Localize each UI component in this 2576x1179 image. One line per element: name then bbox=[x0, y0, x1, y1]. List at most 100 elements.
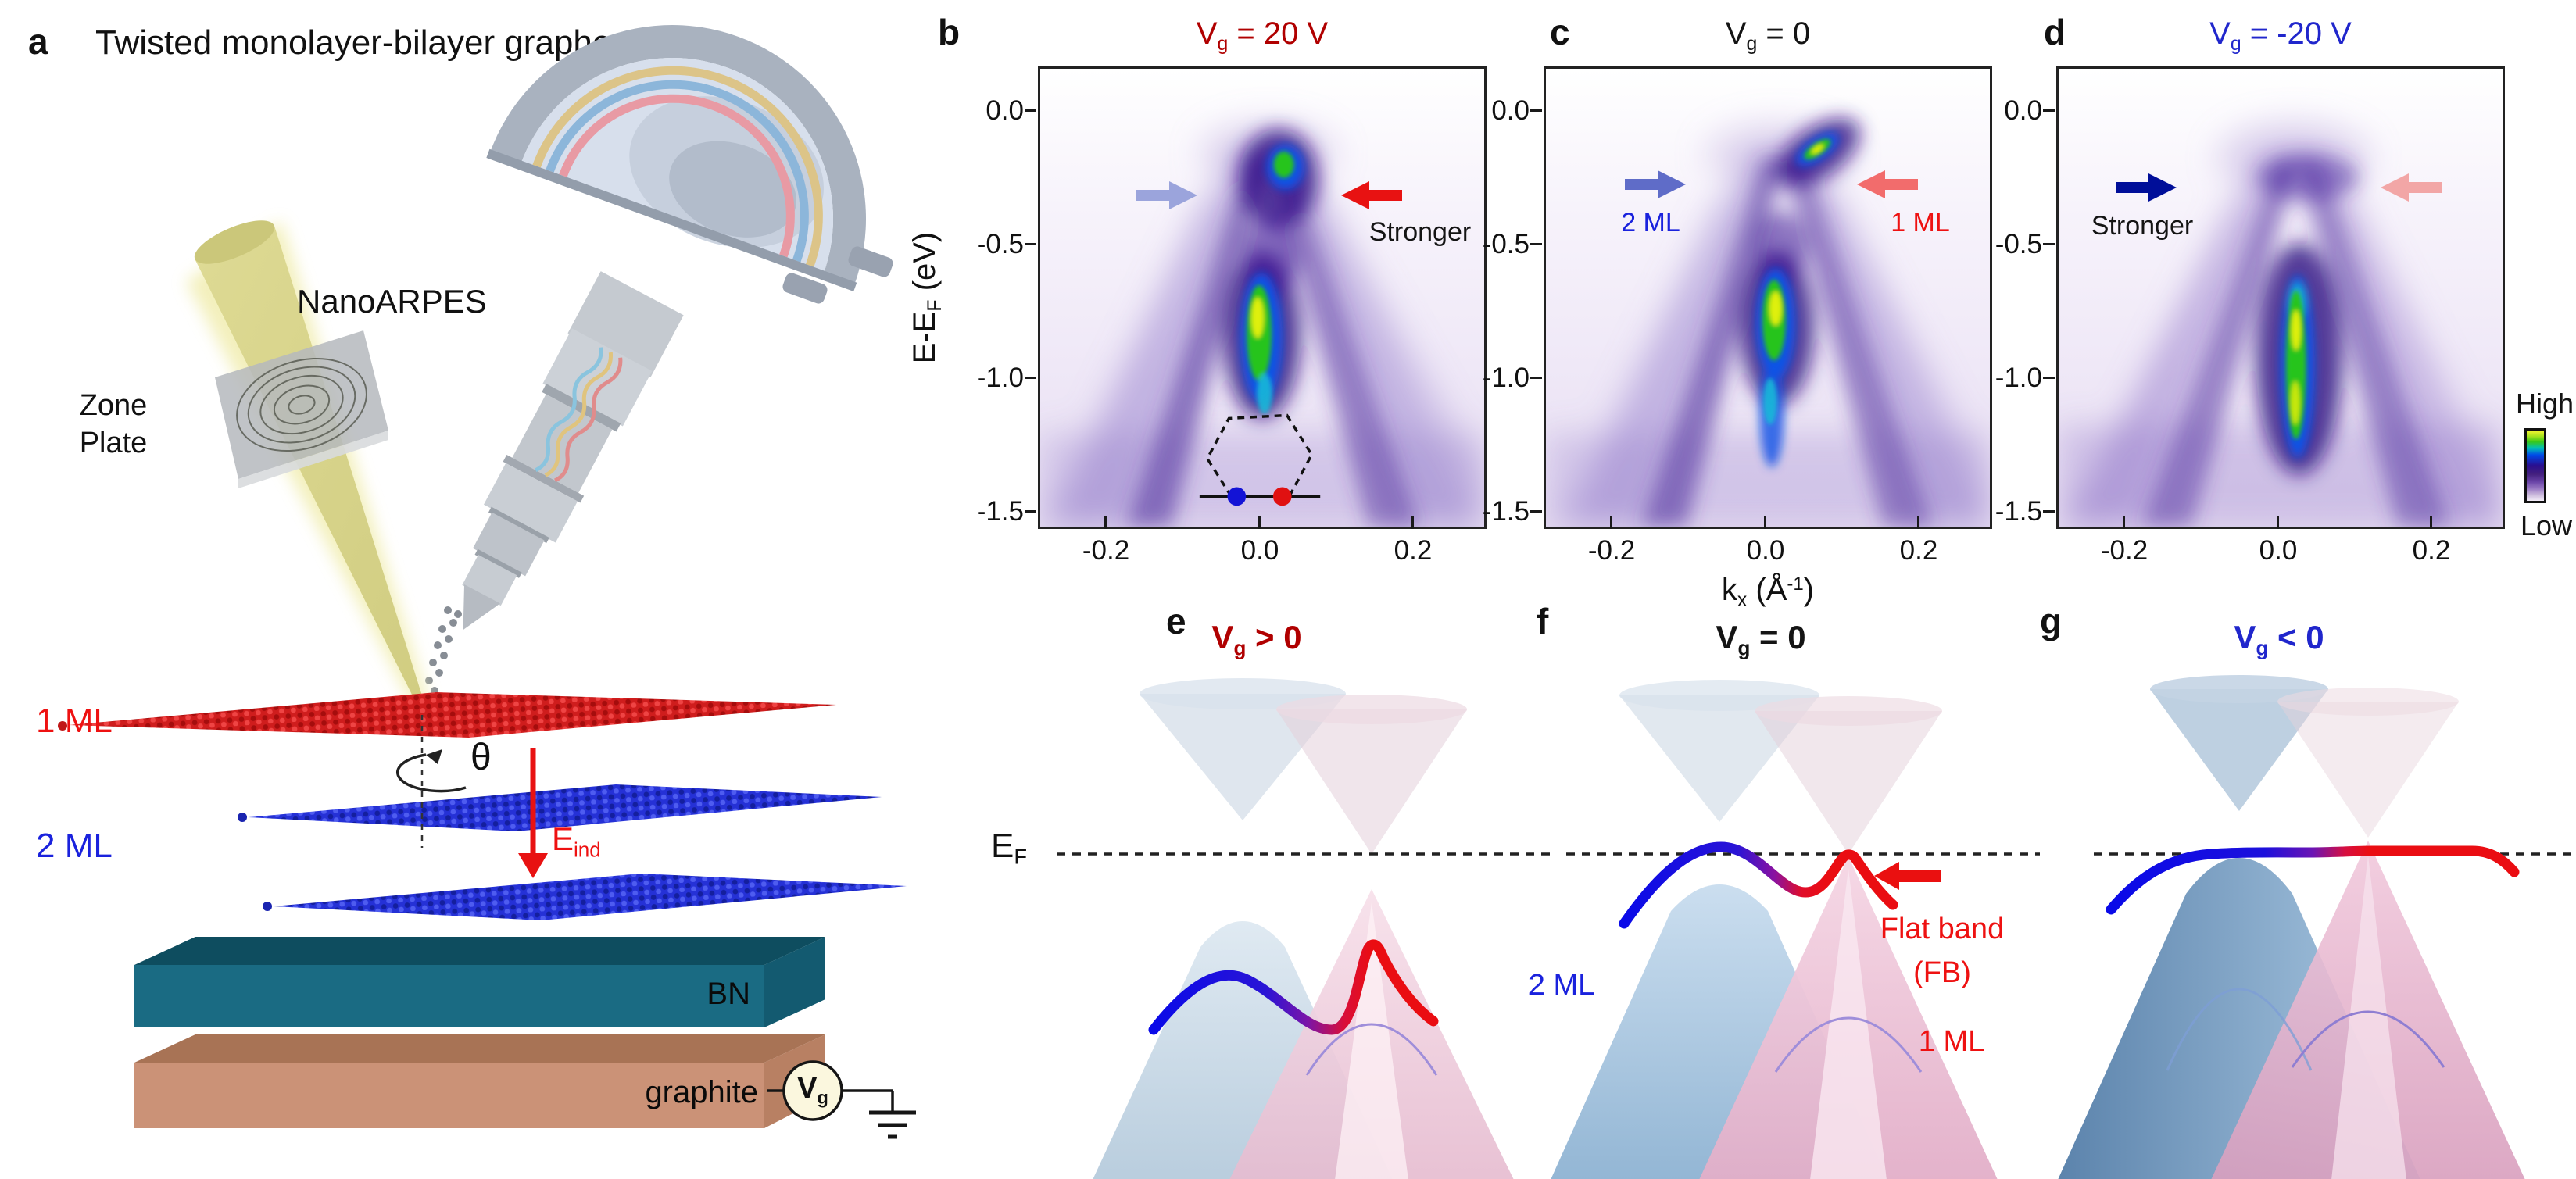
upper-cone-2ml bbox=[2150, 675, 2328, 811]
y-tick bbox=[1025, 377, 1036, 379]
x-axis-title: kx (Å-1) bbox=[1721, 573, 1815, 611]
panel-e-label: e bbox=[1166, 601, 1186, 641]
graphite-label: graphite bbox=[645, 1075, 758, 1109]
cone-diagram-e bbox=[1057, 678, 1554, 1179]
colorbar bbox=[2524, 428, 2546, 503]
zone-plate-label-1: Zone bbox=[79, 389, 148, 422]
panel-f-label: f bbox=[1537, 601, 1549, 641]
brillouin-zone-inset bbox=[1199, 413, 1321, 506]
colorbar-low-label: Low bbox=[2520, 509, 2573, 541]
y-axis-title: E-EF (eV) bbox=[907, 231, 946, 364]
analyzer-foot bbox=[782, 273, 828, 304]
x-tick bbox=[2277, 516, 2279, 529]
heatmap-d bbox=[2059, 69, 2503, 527]
twist-arrowhead bbox=[426, 749, 442, 764]
hybridized-band bbox=[1148, 939, 1439, 1035]
panel-f-title: Vg = 0 bbox=[1716, 619, 1806, 660]
x-tick bbox=[1764, 516, 1766, 529]
hemispherical-analyzer bbox=[486, 25, 866, 292]
panel-a-label: a bbox=[28, 21, 48, 62]
flat-band-label-1: Flat band bbox=[1880, 913, 2005, 945]
arpes-plot-b bbox=[1038, 66, 1487, 529]
twist-angle-label: θ bbox=[470, 737, 492, 778]
cone-highlight bbox=[1810, 869, 1887, 1179]
k-point-1ml-dot bbox=[1272, 487, 1292, 506]
analyzer-foot bbox=[848, 246, 893, 277]
gate-circuit bbox=[767, 1060, 916, 1139]
inner-band-line bbox=[1774, 1016, 1923, 1073]
x-tick-label: 0.0 bbox=[2259, 535, 2298, 566]
analyzer-stripe-red bbox=[559, 94, 795, 258]
monolayer-branch-label: 1 ML bbox=[1891, 208, 1950, 238]
y-tick bbox=[1025, 243, 1036, 245]
monolayer-branch-arrow bbox=[1857, 170, 1918, 198]
hybridized-band bbox=[1619, 841, 1898, 929]
x-tick-label: 0.2 bbox=[1394, 535, 1433, 566]
gate-voltage-label: Vg bbox=[797, 1072, 828, 1108]
x-tick-label: 0.0 bbox=[1746, 535, 1785, 566]
panel-a-title: Twisted monolayer-bilayer graphene bbox=[95, 23, 650, 62]
panel-c-title: Vg = 0 bbox=[1725, 16, 1811, 55]
photoelectron-dots bbox=[422, 606, 462, 702]
bilayer-branch-label: 2 ML bbox=[1621, 208, 1680, 238]
stronger-2ml-arrow bbox=[2116, 173, 2177, 202]
x-tick bbox=[1917, 516, 1919, 529]
nanoarpes-label: NanoARPES bbox=[297, 283, 487, 320]
y-tick-label: -1.0 bbox=[1482, 363, 1530, 393]
analyzer-stripe-blue bbox=[546, 80, 809, 263]
bn-slab bbox=[134, 937, 825, 1027]
panel-d-title: Vg = -20 V bbox=[2209, 16, 2352, 55]
panel-c-label: c bbox=[1550, 12, 1570, 52]
y-tick bbox=[1025, 510, 1036, 513]
inner-band-line-1ml bbox=[2291, 1010, 2445, 1068]
weaker-1ml-arrow bbox=[2381, 173, 2442, 202]
heatmap-b bbox=[1040, 69, 1484, 527]
graphene-2ml-sheet-bottom bbox=[263, 874, 907, 920]
k-point-2ml-dot bbox=[1227, 487, 1247, 506]
flat-band-arrow bbox=[1874, 862, 1941, 890]
xray-beam bbox=[195, 226, 425, 709]
bn-label: BN bbox=[707, 977, 750, 1011]
panel-g-title: Vg < 0 bbox=[2234, 619, 2324, 660]
y-tick-label: 0.0 bbox=[1491, 95, 1530, 126]
upper-cone-1ml bbox=[1755, 696, 1942, 854]
setup-schematic bbox=[58, 25, 916, 1139]
stronger-label: Stronger bbox=[2091, 211, 2194, 241]
monolayer-label: 1 ML bbox=[36, 702, 113, 740]
arpes-plot-c bbox=[1544, 66, 1992, 529]
hybridized-band bbox=[2106, 845, 2520, 915]
cone-highlight bbox=[1335, 902, 1408, 1179]
panel-b-label: b bbox=[938, 12, 961, 52]
fermi-level-label: EF bbox=[991, 827, 1028, 869]
y-tick-label: 0.0 bbox=[986, 95, 1024, 126]
panel-g-label: g bbox=[2040, 601, 2063, 641]
x-tick bbox=[2123, 516, 2125, 529]
heatmap-c bbox=[1546, 69, 1990, 527]
cone-diagram-f bbox=[1551, 680, 2040, 1179]
arpes-plot-d bbox=[2056, 66, 2505, 529]
panel-b-title: Vg = 20 V bbox=[1196, 16, 1329, 55]
eind-arrowhead bbox=[518, 853, 548, 878]
y-tick-label: -1.0 bbox=[1995, 363, 2042, 393]
y-tick bbox=[2043, 109, 2055, 112]
y-tick bbox=[2043, 377, 2055, 379]
y-tick bbox=[2043, 510, 2055, 513]
y-tick-label: -0.5 bbox=[976, 229, 1024, 259]
stronger-label: Stronger bbox=[1368, 217, 1472, 247]
weaker-2ml-arrow bbox=[1136, 181, 1197, 209]
panel-b: b Vg = 20 V E-EF (eV) bbox=[907, 12, 1487, 566]
twist-arrow bbox=[395, 753, 467, 793]
y-tick-label: -1.5 bbox=[1482, 496, 1530, 527]
panel-e-title: Vg > 0 bbox=[1211, 619, 1302, 660]
graphene-2ml-sheet-top bbox=[238, 784, 882, 831]
bilayer-branch-arrow bbox=[1625, 170, 1686, 198]
y-tick bbox=[1530, 510, 1542, 513]
cone-diagram-g bbox=[2058, 675, 2572, 1179]
electron-lens-column bbox=[462, 271, 684, 631]
y-tick bbox=[1530, 243, 1542, 245]
monolayer-cone-label: 1 ML bbox=[1918, 1025, 1985, 1058]
x-tick-label: 0.2 bbox=[2412, 535, 2451, 566]
inner-band-line-2ml bbox=[2166, 988, 2313, 1071]
zone-plate bbox=[215, 330, 388, 488]
